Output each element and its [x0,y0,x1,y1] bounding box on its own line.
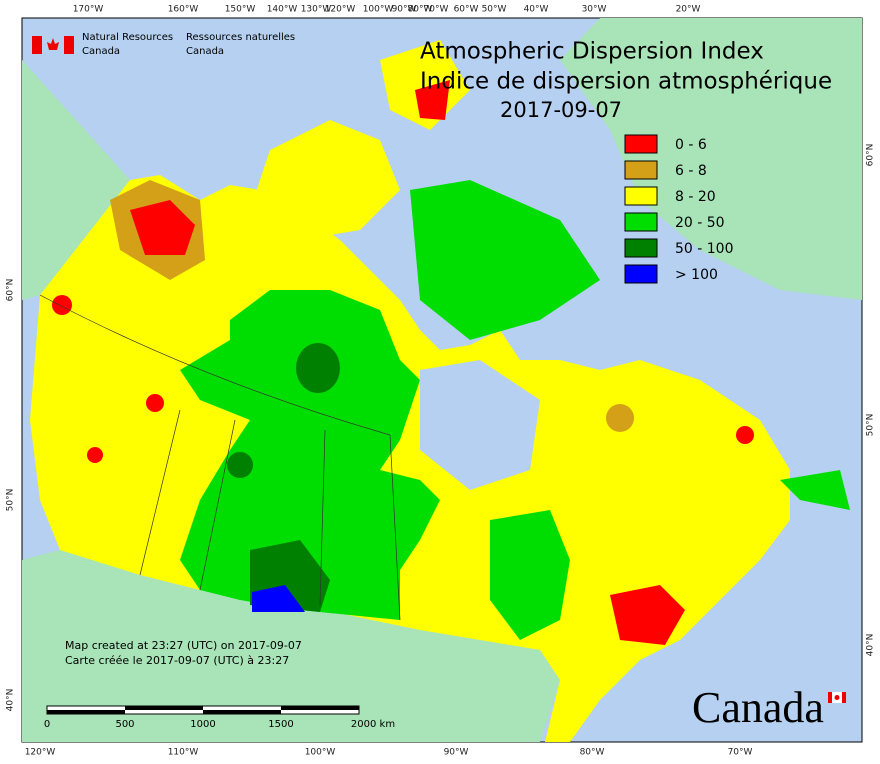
hotspot [87,447,103,463]
agency-text: Canada [82,46,120,57]
scale-label: 500 [115,719,134,730]
longitude-label: 110°W [168,748,199,758]
longitude-label: 120°W [25,748,56,758]
legend-swatch [624,186,658,206]
legend-swatch [624,134,658,154]
hotspot [227,452,253,478]
scale-label: 1000 [190,719,215,730]
longitude-label: 120°W [325,5,356,15]
greenland [560,18,862,300]
legend: 0 - 6 6 - 8 8 - 20 20 - 50 50 - 100 > 100 [624,134,734,284]
longitude-label: 170°W [73,5,104,15]
boundaries [39,294,401,621]
region-8-20 [30,175,790,742]
usa [22,550,560,742]
foreign-land [22,18,862,742]
longitude-label: 80°W [408,5,433,15]
region-over-100 [252,585,305,612]
arctic-islands [250,120,400,240]
scale-label: 0 [44,719,50,730]
latitude-label: 60°N [6,279,16,302]
longitude-label: 90°W [392,5,417,15]
legend-label: > 100 [675,267,718,283]
credit: Map created at 23:27 (UTC) on 2017-09-07 [65,639,302,652]
scale-label: 1500 [268,719,293,730]
scale-seg [125,706,203,710]
legend-swatch [624,238,658,258]
scale-seg [47,710,125,714]
legend-label: 0 - 6 [675,137,707,153]
longitude-label: 150°W [225,5,256,15]
agency-text: Ressources naturelles [186,32,295,43]
alaska [22,60,130,300]
region-50-100 [296,343,340,393]
longitude-label: 160°W [168,5,199,15]
region-20-50-east [490,510,570,640]
region-20-50 [180,290,440,620]
region-0-6-quebec [610,585,685,645]
agency-text: Natural Resources [82,32,173,43]
maple-leaf [47,38,59,50]
longitude-label: 100°W [305,748,336,758]
longitude-label: 80°W [580,748,605,758]
scale-label: 2000 km [351,719,395,730]
province-borders [139,409,401,621]
latitude-label: 50°N [866,414,876,437]
hotspot [146,394,164,412]
credit: Carte créée le 2017-09-07 (UTC) à 23:27 [65,654,289,667]
hotspot [736,426,754,444]
legend-label: 6 - 8 [675,163,707,179]
longitude-label: 100°W [363,5,394,15]
legend-label: 50 - 100 [675,241,734,257]
title: Atmospheric Dispersion Index [420,39,764,65]
agency: Natural Resources Canada Ressources natu… [32,32,295,57]
hudson-bay [420,360,540,490]
scale-labels: 0 500 1000 1500 2000 km [44,719,395,730]
hotspot [52,295,72,315]
wordmark-leaf [834,695,840,700]
longitude-label: 20°W [676,5,701,15]
flag-bar [32,36,42,54]
date: 2017-09-07 [500,98,622,122]
legend-swatch [624,212,658,232]
longitude-label: 90°W [444,748,469,758]
longitude-label: 130°W [301,5,332,15]
longitude-label: 50°W [482,5,507,15]
agency-text: Canada [186,46,224,57]
ellesmere [380,40,470,130]
latitude-label: 40°N [866,634,876,657]
hotspot [606,404,634,432]
legend-label: 20 - 50 [675,215,725,231]
newfoundland [780,470,850,510]
territory-border [39,294,391,436]
legend-swatch [624,160,658,180]
baffin [410,180,600,340]
region-0-6 [130,200,195,255]
scale-seg [203,710,281,714]
scale-seg [281,706,359,710]
longitude-label: 140°W [267,5,298,15]
wordmark: Canada [692,683,846,732]
longitude-label: 70°W [728,748,753,758]
wordmark-text: Canada [692,683,824,732]
scale-bar [46,705,360,715]
longitude-label: 40°W [524,5,549,15]
title: Indice de dispersion atmosphérique [420,69,832,95]
index-field [30,40,850,742]
legend-label: 8 - 20 [675,189,716,205]
latitude-label: 50°N [6,489,16,512]
latitude-label: 40°N [6,689,16,712]
longitude-label: 60°W [454,5,479,15]
longitude-label: 70°W [424,5,449,15]
flag-bar [64,36,74,54]
latitude-label: 60°N [866,144,876,167]
longitude-label: 30°W [582,5,607,15]
region-0-6-north [415,80,450,120]
legend-swatch [624,264,658,284]
